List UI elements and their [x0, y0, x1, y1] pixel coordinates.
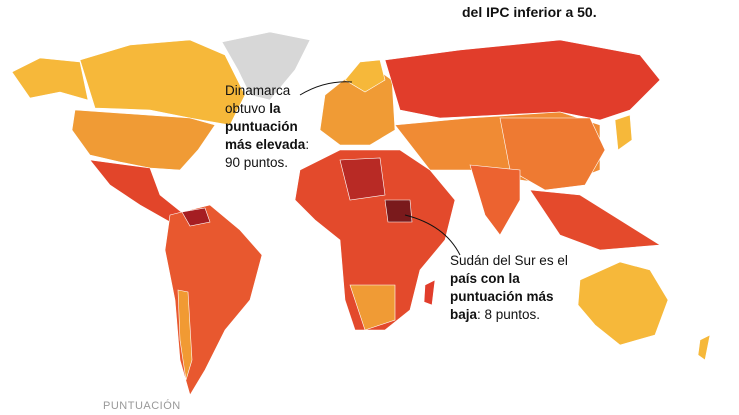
annotation-text: : 90 puntos. — [225, 137, 310, 170]
australia — [577, 261, 669, 346]
annotation-text: la puntuación más elevada — [225, 101, 306, 152]
southeast-asia — [529, 189, 661, 251]
usa — [71, 109, 216, 171]
canada — [79, 39, 246, 126]
annotation-text: Dinamarca obtuvo — [225, 83, 291, 116]
arrow-denmark — [299, 81, 353, 96]
alaska — [11, 57, 89, 101]
greenland — [221, 31, 311, 101]
india — [469, 164, 521, 236]
caption: del IPC inferior a 50. — [462, 4, 597, 20]
annotation-text: : 8 puntos. — [477, 307, 541, 322]
arrow-south-sudan — [404, 214, 461, 256]
southern-africa — [349, 284, 396, 331]
north-africa — [339, 157, 386, 201]
legend-title: PUNTUACIÓN — [103, 400, 181, 412]
madagascar — [423, 279, 436, 306]
scandinavia — [344, 59, 386, 93]
chile-uruguay — [177, 289, 193, 381]
annotation: Sudán del Sur es el país con la puntuaci… — [450, 252, 570, 324]
annotation: Dinamarca obtuvo la puntuación más eleva… — [225, 82, 325, 172]
annotation-text: país con la puntuación más baja — [450, 271, 554, 322]
venezuela — [181, 207, 211, 227]
south-sudan — [384, 199, 413, 223]
africa — [294, 149, 456, 331]
japan — [614, 114, 633, 151]
countries — [11, 31, 711, 396]
annotation-text: Sudán del Sur es el — [450, 253, 568, 268]
russia — [384, 39, 661, 121]
new-zealand — [697, 334, 711, 361]
